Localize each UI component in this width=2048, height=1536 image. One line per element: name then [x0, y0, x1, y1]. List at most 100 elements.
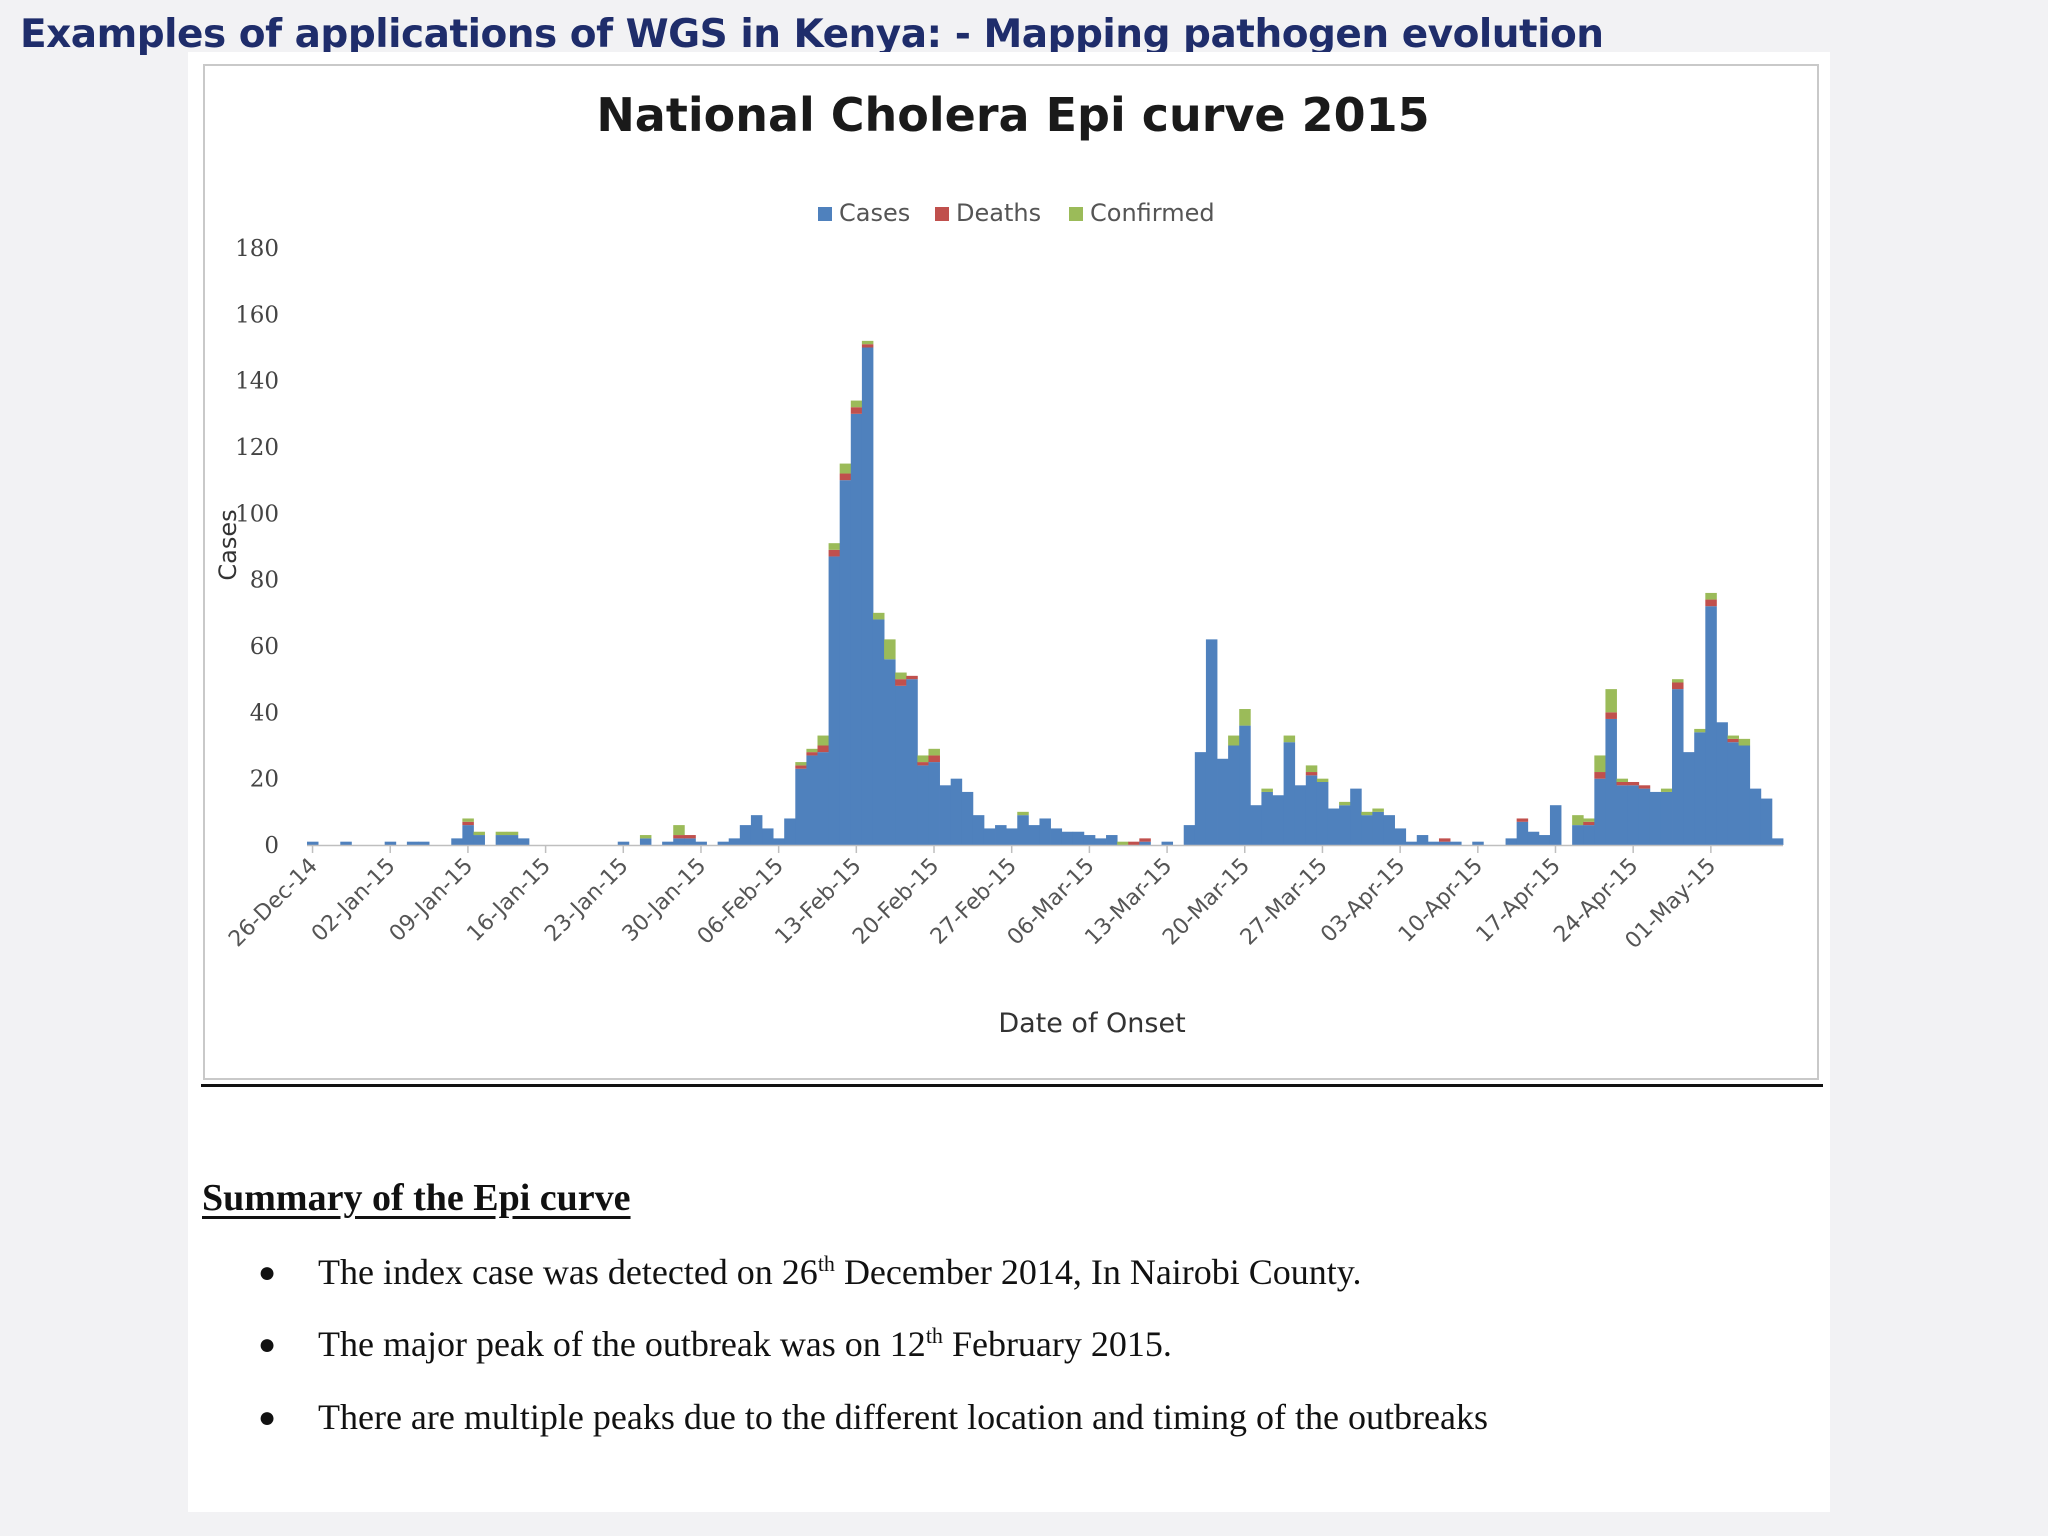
bar-cases	[995, 825, 1007, 845]
bars	[307, 340, 1784, 845]
x-axis: 26-Dec-1402-Jan-1509-Jan-1516-Jan-1523-J…	[224, 844, 1783, 954]
bar-cases	[1283, 742, 1296, 845]
y-tick-label: 60	[250, 634, 279, 660]
bar-cases	[917, 765, 929, 845]
bar-cases	[983, 828, 996, 845]
bar-confirmed	[895, 672, 907, 680]
bar-cases	[506, 835, 519, 845]
legend-label-cases: Cases	[839, 199, 910, 227]
bar-cases	[1716, 722, 1728, 845]
bar-confirmed	[1694, 728, 1706, 733]
epi-curve-chart: National Cholera Epi curve 2015 Cases Dea…	[214, 88, 1784, 1039]
bar-deaths	[1128, 841, 1140, 845]
bar-cases	[1505, 838, 1518, 845]
y-tick-label: 120	[235, 435, 279, 461]
bar-cases	[495, 835, 508, 845]
legend-label-deaths: Deaths	[956, 199, 1041, 227]
x-tick-label: 16-Jan-15	[462, 854, 555, 947]
bar-cases	[1760, 798, 1773, 845]
bar-deaths	[817, 745, 829, 753]
bar-cases	[795, 768, 807, 845]
bar-confirmed	[1660, 788, 1673, 792]
bar-cases	[972, 815, 985, 845]
bar-confirmed	[828, 543, 841, 550]
bar-cases	[1039, 818, 1051, 845]
bar-cases	[762, 828, 774, 845]
legend-swatch-confirmed	[1069, 207, 1083, 221]
bar-cases	[1361, 815, 1373, 845]
bar-cases	[1094, 838, 1107, 845]
bar-cases	[1050, 828, 1063, 845]
bar-cases	[961, 791, 974, 845]
bar-confirmed	[495, 831, 508, 836]
bar-deaths	[1305, 772, 1318, 776]
bar-confirmed	[673, 825, 685, 836]
bar-cases	[1239, 725, 1251, 845]
bar-cases	[1450, 841, 1462, 845]
bar-deaths	[917, 762, 929, 766]
y-tick-label: 20	[250, 767, 279, 793]
bar-cases	[1705, 606, 1717, 845]
bar-cases	[1072, 831, 1085, 845]
bar-deaths	[673, 835, 685, 839]
bar-cases	[451, 838, 463, 845]
bar-cases	[1683, 752, 1695, 845]
bar-cases	[1261, 791, 1273, 845]
summary-item: ● The index case was detected on 26th Dec…	[258, 1236, 1818, 1309]
bar-cases	[739, 825, 752, 845]
bar-deaths	[1583, 821, 1595, 826]
bar-cases	[1627, 785, 1640, 845]
bar-cases	[1061, 831, 1074, 845]
bar-deaths	[1516, 818, 1529, 822]
x-tick-label: 23-Jan-15	[540, 854, 633, 947]
bar-confirmed	[1361, 811, 1373, 816]
bar-cases	[1339, 805, 1351, 845]
bar-cases	[728, 838, 741, 845]
bar-confirmed	[1316, 778, 1329, 782]
bar-deaths	[806, 752, 818, 756]
bar-cases	[939, 785, 952, 845]
bar-cases	[1605, 718, 1617, 845]
bar-cases	[639, 838, 652, 845]
bar-deaths	[828, 549, 841, 557]
bar-cases	[695, 841, 707, 845]
bar-deaths	[1139, 838, 1151, 842]
bar-cases	[906, 679, 918, 845]
bar-confirmed	[1594, 755, 1606, 773]
bar-cases	[340, 841, 352, 845]
summary-item: ● There are multiple peaks due to the dif…	[258, 1381, 1568, 1454]
bar-cases	[673, 838, 685, 845]
bar-cases	[1294, 785, 1307, 845]
x-tick-label: 02-Jan-15	[307, 854, 400, 947]
bar-deaths	[462, 821, 474, 826]
bar-deaths	[1438, 838, 1451, 842]
chart-divider	[201, 1084, 1823, 1087]
bar-deaths	[1672, 682, 1684, 690]
bar-cases	[1583, 825, 1595, 845]
bar-cases	[1272, 795, 1284, 845]
bar-deaths	[1594, 772, 1606, 779]
x-axis-label: Date of Onset	[998, 1008, 1185, 1039]
bullet-icon: ●	[258, 1401, 277, 1434]
y-tick-label: 80	[250, 568, 279, 594]
x-tick-label: 26-Dec-14	[224, 854, 323, 953]
bar-confirmed	[795, 762, 807, 766]
bar-cases	[773, 838, 785, 845]
bar-cases	[1183, 825, 1196, 845]
bar-deaths	[1627, 781, 1640, 786]
bar-cases	[1316, 781, 1329, 845]
bar-cases	[1205, 639, 1218, 845]
bar-cases	[1738, 745, 1751, 845]
bar-deaths	[861, 344, 874, 348]
bar-cases	[1672, 689, 1684, 845]
bar-confirmed	[861, 340, 874, 345]
bar-confirmed	[1339, 801, 1351, 806]
summary-item: ● The major peak of the outbreak was on 1…	[258, 1308, 1818, 1381]
bar-deaths	[795, 765, 807, 769]
bar-cases	[1771, 838, 1784, 845]
bar-cases	[1649, 791, 1662, 845]
bar-confirmed	[1372, 808, 1384, 812]
bar-cases	[462, 825, 474, 845]
bar-cases	[1017, 815, 1029, 845]
bar-cases	[1427, 841, 1440, 845]
